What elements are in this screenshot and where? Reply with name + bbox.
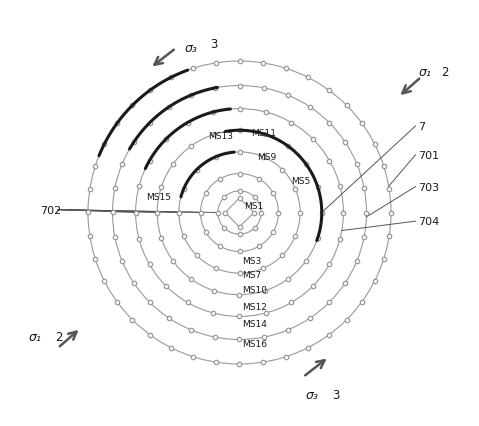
Text: 3: 3: [332, 388, 339, 401]
Text: MS10: MS10: [242, 285, 267, 294]
Text: MS5: MS5: [291, 177, 311, 186]
Text: 2: 2: [442, 66, 449, 78]
Text: σ₁: σ₁: [29, 330, 42, 343]
Text: 704: 704: [419, 217, 440, 227]
Text: MS16: MS16: [242, 340, 267, 348]
Text: MS11: MS11: [251, 129, 276, 138]
Text: 7: 7: [419, 122, 425, 132]
Text: 701: 701: [419, 150, 440, 161]
Text: MS7: MS7: [242, 271, 262, 279]
Text: MS1: MS1: [244, 201, 263, 210]
Text: MS13: MS13: [208, 132, 233, 141]
Text: 702: 702: [40, 205, 62, 215]
Text: 2: 2: [55, 330, 62, 343]
Text: MS14: MS14: [242, 320, 267, 328]
Text: MS3: MS3: [242, 256, 262, 265]
Text: σ₃: σ₃: [185, 43, 197, 55]
Text: MS15: MS15: [146, 193, 171, 201]
Text: σ₁: σ₁: [419, 66, 431, 78]
Text: 703: 703: [419, 182, 440, 192]
Text: σ₃: σ₃: [306, 388, 319, 401]
Text: 3: 3: [211, 38, 218, 51]
Text: MS12: MS12: [242, 302, 267, 311]
Text: MS9: MS9: [257, 152, 276, 161]
